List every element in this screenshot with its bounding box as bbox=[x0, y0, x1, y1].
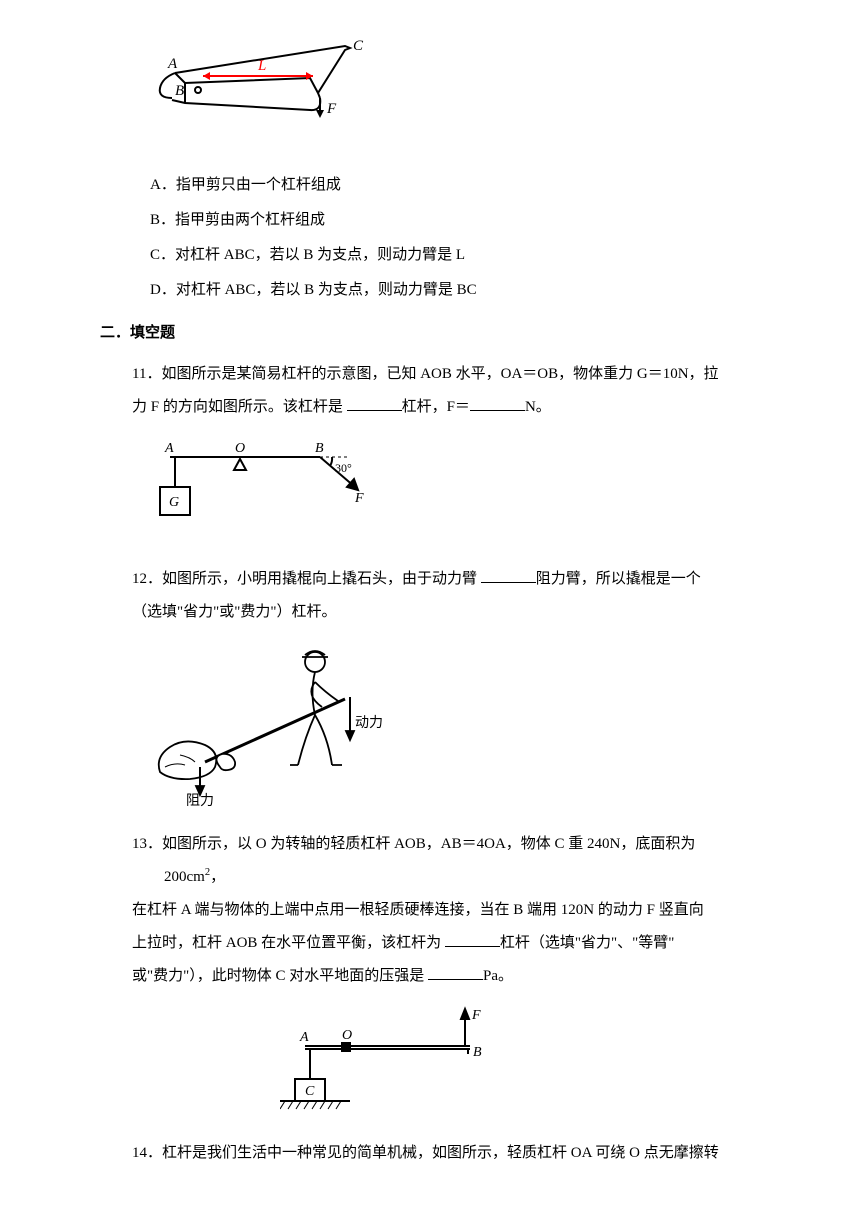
q12-num: 12． bbox=[132, 571, 162, 587]
svg-text:A: A bbox=[164, 441, 174, 456]
q12-figure: 动力 阻力 bbox=[150, 637, 760, 820]
blank bbox=[470, 396, 525, 411]
question-12: 12．如图所示，小明用撬棍向上撬石头，由于动力臂 阻力臂，所以撬棍是一个 （选填… bbox=[100, 563, 760, 820]
option-D: D．对杠杆 ABC，若以 B 为支点，则动力臂是 BC bbox=[150, 274, 760, 307]
q10-options: A．指甲剪只由一个杠杆组成 B．指甲剪由两个杠杆组成 C．对杠杆 ABC，若以 … bbox=[150, 169, 760, 307]
q13-text2: 在杠杆 A 端与物体的上端中点用一根轻质硬棒连接，当在 B 端用 120N 的动… bbox=[132, 894, 760, 927]
svg-text:C: C bbox=[305, 1084, 315, 1099]
q12-text1: 如图所示，小明用撬棍向上撬石头，由于动力臂 bbox=[162, 571, 481, 587]
label-A: A bbox=[167, 56, 178, 72]
svg-text:动力: 动力 bbox=[355, 715, 383, 731]
q13-text4: 杠杆（选填"省力"、"等臂" bbox=[500, 935, 675, 951]
q13-text5: 或"费力"），此时物体 C 对水平地面的压强是 bbox=[132, 968, 428, 984]
label-F: F bbox=[326, 101, 337, 117]
question-11: 11．如图所示是某简易杠杆的示意图，已知 AOB 水平，OA＝OB，物体重力 G… bbox=[100, 358, 760, 555]
svg-text:阻力: 阻力 bbox=[186, 793, 214, 807]
q11-figure: A O B G F 30° bbox=[150, 432, 760, 555]
option-B: B．指甲剪由两个杠杆组成 bbox=[150, 204, 760, 237]
svg-text:30°: 30° bbox=[335, 461, 352, 475]
q13-num: 13． bbox=[132, 836, 162, 852]
svg-text:F: F bbox=[354, 491, 364, 506]
blank bbox=[347, 396, 402, 411]
question-14: 14．杠杆是我们生活中一种常见的简单机械，如图所示，轻质杠杆 OA 可绕 O 点… bbox=[100, 1137, 760, 1170]
svg-text:A: A bbox=[299, 1030, 309, 1045]
question-13: 13．如图所示，以 O 为转轴的轻质杠杆 AOB，AB＝4OA，物体 C 重 2… bbox=[100, 828, 760, 1129]
q11-text1: 如图所示是某简易杠杆的示意图，已知 AOB 水平，OA＝OB，物体重力 G＝10… bbox=[161, 366, 718, 382]
svg-text:G: G bbox=[169, 495, 179, 510]
q11-text3: 杠杆，F＝ bbox=[402, 399, 470, 415]
q11-text4: N。 bbox=[525, 399, 551, 415]
label-B: B bbox=[175, 83, 184, 99]
q13-figure: A O B C F bbox=[280, 1001, 760, 1129]
svg-text:F: F bbox=[471, 1008, 481, 1023]
q14-text1: 杠杆是我们生活中一种常见的简单机械，如图所示，轻质杠杆 OA 可绕 O 点无摩擦… bbox=[162, 1145, 719, 1161]
q13-text1: 如图所示，以 O 为转轴的轻质杠杆 AOB，AB＝4OA，物体 C 重 240N… bbox=[162, 836, 695, 885]
svg-text:B: B bbox=[473, 1045, 482, 1060]
q13-text1b: ， bbox=[210, 869, 225, 885]
section-title: 二．填空题 bbox=[100, 317, 760, 350]
label-L: L bbox=[257, 58, 266, 74]
label-C: C bbox=[353, 38, 364, 54]
blank bbox=[428, 965, 483, 980]
q12-text2: 阻力臂，所以撬棍是一个 bbox=[536, 571, 701, 587]
svg-text:O: O bbox=[342, 1028, 352, 1043]
svg-text:O: O bbox=[235, 441, 245, 456]
q13-text3: 上拉时，杠杆 AOB 在水平位置平衡，该杠杆为 bbox=[132, 935, 445, 951]
blank bbox=[481, 568, 536, 583]
option-A: A．指甲剪只由一个杠杆组成 bbox=[150, 169, 760, 202]
q12-text3: （选填"省力"或"费力"）杠杆。 bbox=[132, 604, 337, 620]
svg-text:B: B bbox=[315, 441, 324, 456]
q11-num: 11． bbox=[132, 366, 161, 382]
q14-num: 14． bbox=[132, 1145, 162, 1161]
option-C: C．对杠杆 ABC，若以 B 为支点，则动力臂是 L bbox=[150, 239, 760, 272]
nailclipper-figure: L A B C F bbox=[150, 38, 760, 161]
blank bbox=[445, 932, 500, 947]
q13-text6: Pa。 bbox=[483, 968, 513, 984]
q11-text2: 力 F 的方向如图所示。该杠杆是 bbox=[132, 399, 347, 415]
